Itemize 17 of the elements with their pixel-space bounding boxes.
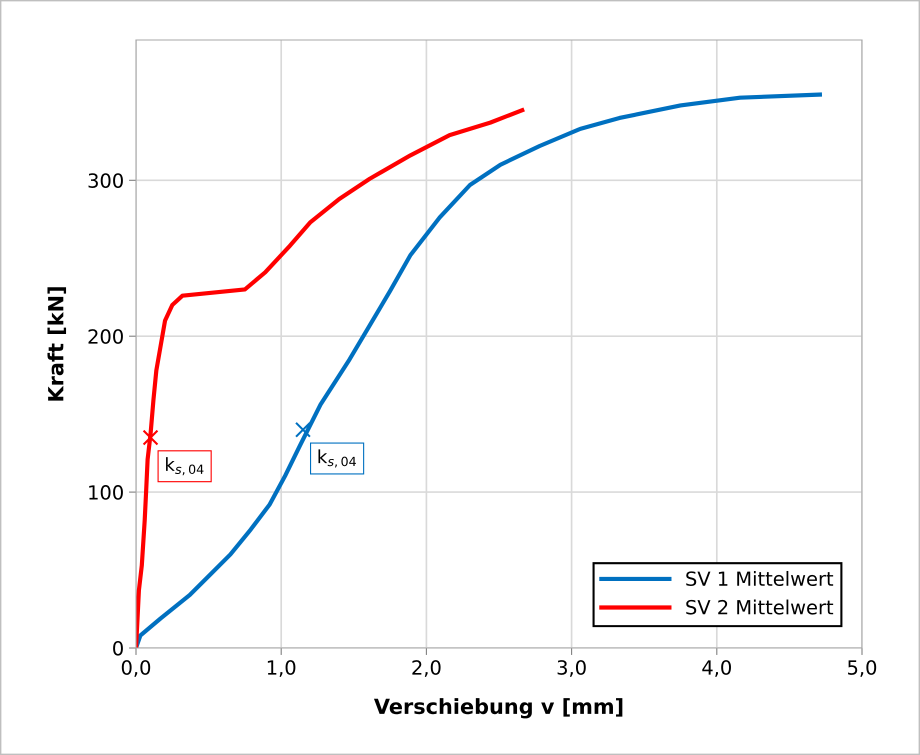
annotation: k$_{s,04}$ xyxy=(318,449,356,468)
y-tick-label: 0 xyxy=(113,640,123,656)
x-tick-label: 1,0 xyxy=(268,660,296,677)
y-tick-label: 300 xyxy=(88,173,123,188)
legend-label: SV 2 Mittelwert xyxy=(686,600,834,615)
x-tick-label: 5,0 xyxy=(848,660,876,677)
y-axis-title: Kraft [kN] xyxy=(47,287,66,401)
x-tick-label: 2,0 xyxy=(412,660,441,677)
line-series xyxy=(136,108,524,648)
x-axis-title: Verschiebung v [mm] xyxy=(374,698,622,718)
x-tick-label: 3,0 xyxy=(558,660,586,677)
x-tick-label: 4,0 xyxy=(702,660,731,677)
y-tick-label: 200 xyxy=(88,329,123,344)
x-tick-label: 0,0 xyxy=(122,660,150,677)
y-tick-label: 100 xyxy=(89,485,123,500)
legend-label: SV 1 Mittelwert xyxy=(686,570,834,586)
annotation: k$_{s,04}$ xyxy=(166,457,204,476)
